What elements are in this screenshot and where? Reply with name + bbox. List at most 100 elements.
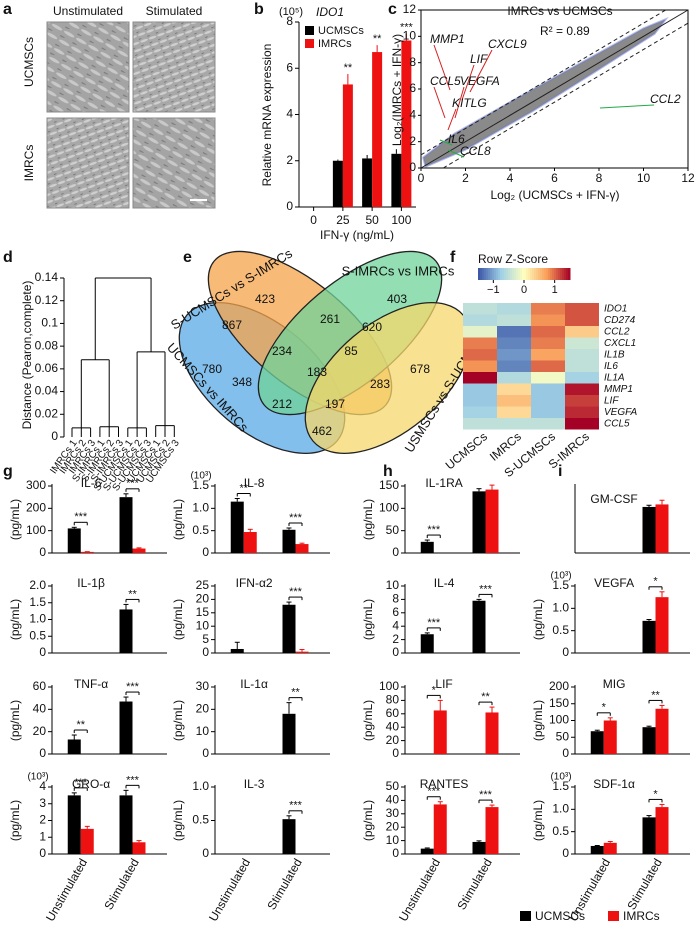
gene-label: VEGFA xyxy=(460,74,500,88)
bar xyxy=(342,84,353,207)
bar xyxy=(485,807,499,854)
chart-title: VEGFA xyxy=(594,576,634,590)
y-axis-label: (pg/mL) xyxy=(361,499,375,540)
panel-label: a xyxy=(3,1,12,18)
x-tick-label: Stimulated xyxy=(454,856,494,912)
column-label: Stimulated xyxy=(146,4,203,18)
x-tick-label: 8 xyxy=(596,171,603,185)
colorbar-step xyxy=(528,268,531,280)
colorbar-step xyxy=(502,268,505,280)
y-tick-label: 30 xyxy=(386,806,400,820)
y-axis-label: (pg/mL) xyxy=(8,599,22,640)
row-label: IL1A xyxy=(604,372,625,383)
row-label: IMRCs xyxy=(22,145,36,182)
y-tick-label: 0.12 xyxy=(35,293,59,307)
y-tick-label: 0 xyxy=(392,846,399,860)
y-tick-label: 0 xyxy=(562,746,569,760)
significance: * xyxy=(432,684,437,696)
heatmap-cell xyxy=(497,406,531,418)
y-tick-label: 0 xyxy=(39,746,46,760)
colorbar-step xyxy=(492,268,495,280)
row-label: CD274 xyxy=(604,315,636,326)
colorbar-step xyxy=(542,268,545,280)
legend-label: IMRCs xyxy=(318,38,352,50)
colorbar-step xyxy=(532,268,535,280)
y-tick-label: 1.0 xyxy=(29,612,46,626)
y-tick-label: 0 xyxy=(409,160,416,174)
significance: *** xyxy=(289,800,303,812)
y-tick-label: 1.0 xyxy=(192,779,209,793)
significance: ** xyxy=(651,689,660,701)
panel-label: d xyxy=(3,249,13,266)
y-axis-label: (pg/mL) xyxy=(8,499,22,540)
colorbar-step xyxy=(558,268,561,280)
chart-title: IL-6 xyxy=(81,476,102,490)
significance: * xyxy=(602,702,607,714)
y-tick-label: 2 xyxy=(286,153,293,167)
micrograph xyxy=(132,117,216,209)
y-tick-label: 0 xyxy=(39,645,46,659)
heatmap-cell xyxy=(531,372,565,384)
legend-swatch xyxy=(520,911,531,921)
bar xyxy=(332,160,343,207)
x-tick-label: 2 xyxy=(462,171,469,185)
heatmap-cell xyxy=(497,303,531,315)
significance: *** xyxy=(126,774,140,786)
bar xyxy=(433,710,447,754)
colorbar-step xyxy=(544,268,547,280)
significance: *** xyxy=(427,524,441,536)
colorbar-step xyxy=(506,268,509,280)
region-count: 462 xyxy=(312,424,332,438)
y-tick-label: 0.08 xyxy=(35,338,59,352)
unit-label: (10³) xyxy=(550,571,571,582)
bar xyxy=(230,648,244,653)
colorbar-title: Row Z-Score xyxy=(478,252,548,266)
panel-label: i xyxy=(558,463,562,480)
significance: *** xyxy=(289,512,303,524)
y-tick-label: 100 xyxy=(549,713,569,727)
colorbar-step xyxy=(504,268,507,280)
panel-label: e xyxy=(183,249,192,266)
y-tick-label: 0 xyxy=(392,545,399,559)
bar xyxy=(372,52,383,207)
heatmap-cell xyxy=(463,418,497,430)
y-tick-label: 3 xyxy=(39,796,46,810)
y-tick-label: 10 xyxy=(403,29,417,43)
x-tick-label: 6 xyxy=(551,171,558,185)
colorbar-step xyxy=(548,268,551,280)
bar xyxy=(420,634,434,653)
bar xyxy=(472,600,486,653)
chart-title: SDF-1α xyxy=(593,777,635,791)
chart-title: GM-CSF xyxy=(590,492,637,506)
heatmap-cell xyxy=(565,418,599,430)
colorbar-step xyxy=(530,268,533,280)
chart-title: IMRCs vs UCMSCs xyxy=(507,4,612,18)
colorbar-step xyxy=(520,268,523,280)
heatmap-cell xyxy=(497,314,531,326)
heatmap-cell xyxy=(565,303,599,315)
colorbar-step xyxy=(560,268,563,280)
y-tick-label: 60 xyxy=(386,706,400,720)
y-tick-label: 4 xyxy=(409,108,416,122)
significance: ** xyxy=(291,687,300,699)
y-tick-label: 0 xyxy=(39,545,46,559)
region-count: 780 xyxy=(202,362,222,376)
heatmap-cell xyxy=(463,303,497,315)
region-count: 423 xyxy=(255,292,275,306)
y-tick-label: 25 xyxy=(196,578,210,592)
row-label: MMP1 xyxy=(604,384,633,395)
colorbar-tick-label: 1 xyxy=(552,284,558,296)
y-axis-label: Relative mRNA expression xyxy=(260,44,274,187)
colorbar-step xyxy=(554,268,557,280)
y-tick-label: 20 xyxy=(196,702,210,716)
bar xyxy=(230,501,244,553)
region-count: 620 xyxy=(362,320,382,334)
y-tick-label: 0 xyxy=(39,846,46,860)
gene-label: CCL8 xyxy=(460,144,491,158)
heatmap-cell xyxy=(463,406,497,418)
y-tick-label: 20 xyxy=(196,592,210,606)
y-axis-label: (pg/mL) xyxy=(531,599,545,640)
panel-label: f xyxy=(450,249,456,266)
y-tick-label: 6 xyxy=(286,60,293,74)
